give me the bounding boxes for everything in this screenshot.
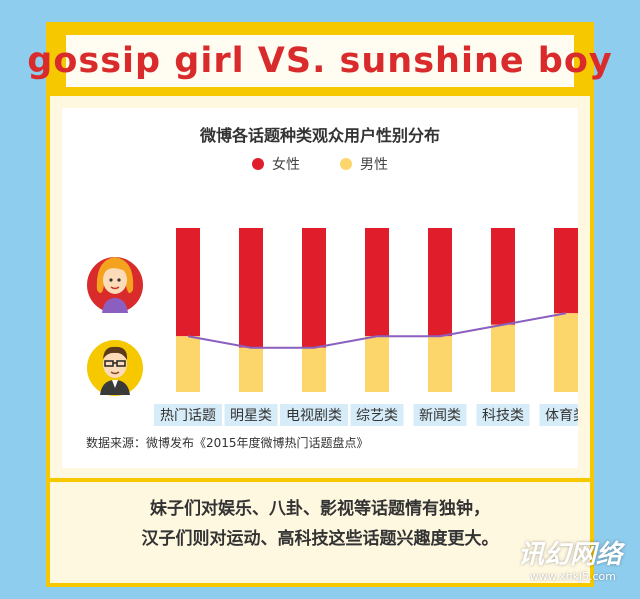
bar-female-5 bbox=[491, 228, 515, 325]
bar-female-3 bbox=[365, 228, 389, 337]
bar-female-1 bbox=[239, 228, 263, 348]
female-avatar-icon bbox=[87, 257, 143, 313]
bar-male-4 bbox=[428, 336, 452, 392]
category-label-bg-6 bbox=[539, 404, 578, 426]
category-label-bg-0 bbox=[154, 404, 222, 426]
category-label-2: 电视剧类 bbox=[286, 408, 342, 424]
category-label-bg-1 bbox=[224, 404, 278, 426]
data-source-note: 数据来源：微博发布《2015年度微博热门话题盘点》 bbox=[86, 436, 369, 450]
bar-male-0 bbox=[176, 336, 200, 392]
watermark-url: www.xhkj5.com bbox=[529, 570, 616, 583]
legend-swatch-female bbox=[252, 158, 264, 170]
legend-swatch-male bbox=[340, 158, 352, 170]
bar-male-6 bbox=[554, 313, 578, 392]
category-label-3: 综艺类 bbox=[356, 408, 398, 424]
bar-male-5 bbox=[491, 324, 515, 392]
footer-summary: 妹子们对娱乐、八卦、影视等话题情有独钟， 汉子们则对运动、高科技这些话题兴趣度更… bbox=[50, 494, 590, 554]
category-label-bg-2 bbox=[280, 404, 348, 426]
category-label-bg-4 bbox=[413, 404, 467, 426]
watermark-logo: 讯幻网络 www.xhkj5.com bbox=[480, 524, 630, 590]
infographic-card: gossip girl VS. sunshine boy 微博各话题种类观众用户… bbox=[27, 22, 612, 587]
category-label-4: 新闻类 bbox=[419, 408, 461, 424]
chart-title: 微博各话题种类观众用户性别分布 bbox=[199, 126, 440, 145]
bar-female-2 bbox=[302, 228, 326, 348]
bar-male-1 bbox=[239, 347, 263, 392]
page-title: gossip girl VS. sunshine boy bbox=[27, 35, 612, 87]
category-label-5: 科技类 bbox=[482, 408, 524, 424]
footer-line-2: 汉子们则对运动、高科技这些话题兴趣度更大。 bbox=[141, 529, 499, 549]
title-banner: gossip girl VS. sunshine boy bbox=[27, 26, 612, 96]
male-trend-line bbox=[187, 312, 567, 349]
category-label-6: 体育类 bbox=[545, 408, 578, 424]
section-divider bbox=[50, 478, 590, 482]
category-label-bg-3 bbox=[350, 404, 404, 426]
category-label-0: 热门话题 bbox=[160, 408, 216, 424]
bar-female-6 bbox=[554, 228, 578, 314]
bar-male-3 bbox=[365, 336, 389, 392]
chart-panel: 微博各话题种类观众用户性别分布 女性 男性 bbox=[62, 108, 578, 468]
male-avatar-icon bbox=[87, 340, 143, 396]
bar-female-4 bbox=[428, 228, 452, 337]
category-label-1: 明星类 bbox=[230, 408, 272, 424]
legend-label-female: 女性 bbox=[272, 157, 300, 173]
bar-male-2 bbox=[302, 347, 326, 392]
bar-female-0 bbox=[176, 228, 200, 337]
category-label-bg-5 bbox=[476, 404, 530, 426]
legend-label-male: 男性 bbox=[360, 157, 388, 173]
chart-legend: 女性 男性 bbox=[62, 154, 578, 174]
legend-item-female: 女性 bbox=[252, 154, 300, 174]
watermark-text: 讯幻网络 bbox=[517, 540, 622, 570]
footer-line-1: 妹子们对娱乐、八卦、影视等话题情有独钟， bbox=[150, 499, 490, 519]
legend-item-male: 男性 bbox=[340, 154, 388, 174]
